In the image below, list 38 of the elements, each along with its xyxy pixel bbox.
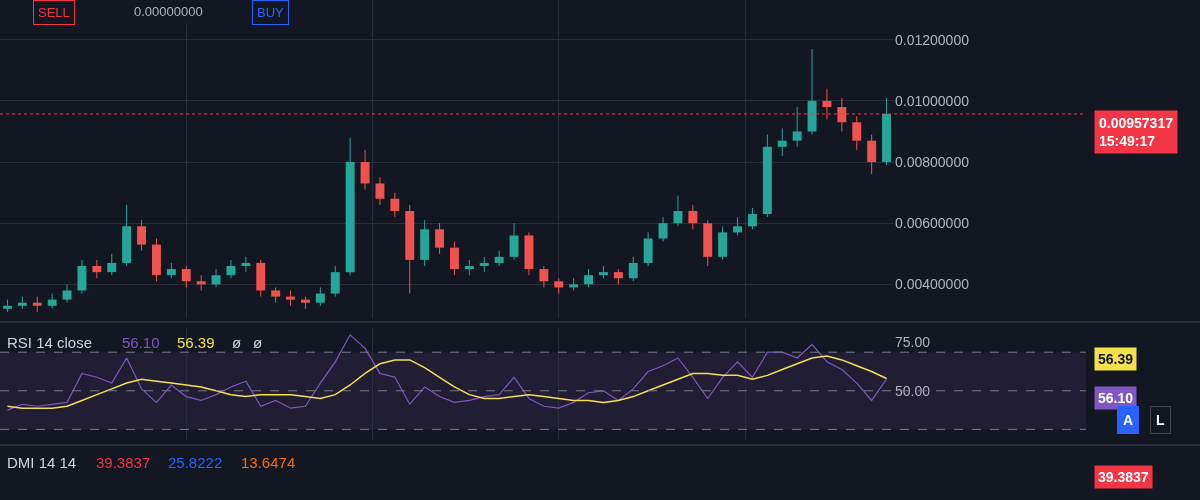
candlestick xyxy=(122,204,132,267)
candlestick xyxy=(703,219,713,267)
y-tick-label: 75.00 xyxy=(895,334,931,351)
annotation: SELL xyxy=(38,5,70,20)
candlestick xyxy=(420,219,430,267)
ref-line-label: 0.00957317 15:49:17 xyxy=(1099,115,1174,150)
y-tick-label: 0.00400000 xyxy=(895,276,970,293)
text: 56.39 xyxy=(1098,351,1134,367)
text: 56.39 xyxy=(177,334,215,351)
y-tick-label: 0.01200000 xyxy=(895,31,970,48)
y-tick-label: 50.00 xyxy=(895,382,931,399)
annotation: ø xyxy=(253,334,263,351)
candlestick xyxy=(718,225,728,261)
y-tick-label: 0.00600000 xyxy=(895,215,970,232)
text: 39.3837 xyxy=(96,454,151,471)
candlestick xyxy=(405,204,415,295)
text: 25.8222 xyxy=(168,454,223,471)
candlestick xyxy=(330,265,340,298)
line-series xyxy=(6,334,888,411)
annotation: 0.00000000 xyxy=(134,4,203,19)
candlestick xyxy=(137,219,147,252)
y-tick-label: 0.01000000 xyxy=(895,92,970,109)
text: A xyxy=(1123,412,1134,428)
candlestick xyxy=(435,222,445,255)
y-tick-label: 0.00800000 xyxy=(895,153,970,170)
annotation: BUY xyxy=(257,5,285,20)
candlestick xyxy=(792,106,802,148)
text: 13.6474 xyxy=(241,454,296,471)
annotation: ø xyxy=(232,334,242,351)
text: 39.3837 xyxy=(1098,469,1149,485)
line-series xyxy=(6,355,888,409)
candlestick xyxy=(852,115,862,151)
series-label: 56.10 xyxy=(122,334,160,351)
text: DMI 14 14 xyxy=(7,454,77,471)
candlestick xyxy=(271,286,281,304)
text: L xyxy=(1156,412,1165,428)
text: 56.10 xyxy=(1098,390,1134,406)
chart-title: RSI 14 close xyxy=(7,334,93,351)
